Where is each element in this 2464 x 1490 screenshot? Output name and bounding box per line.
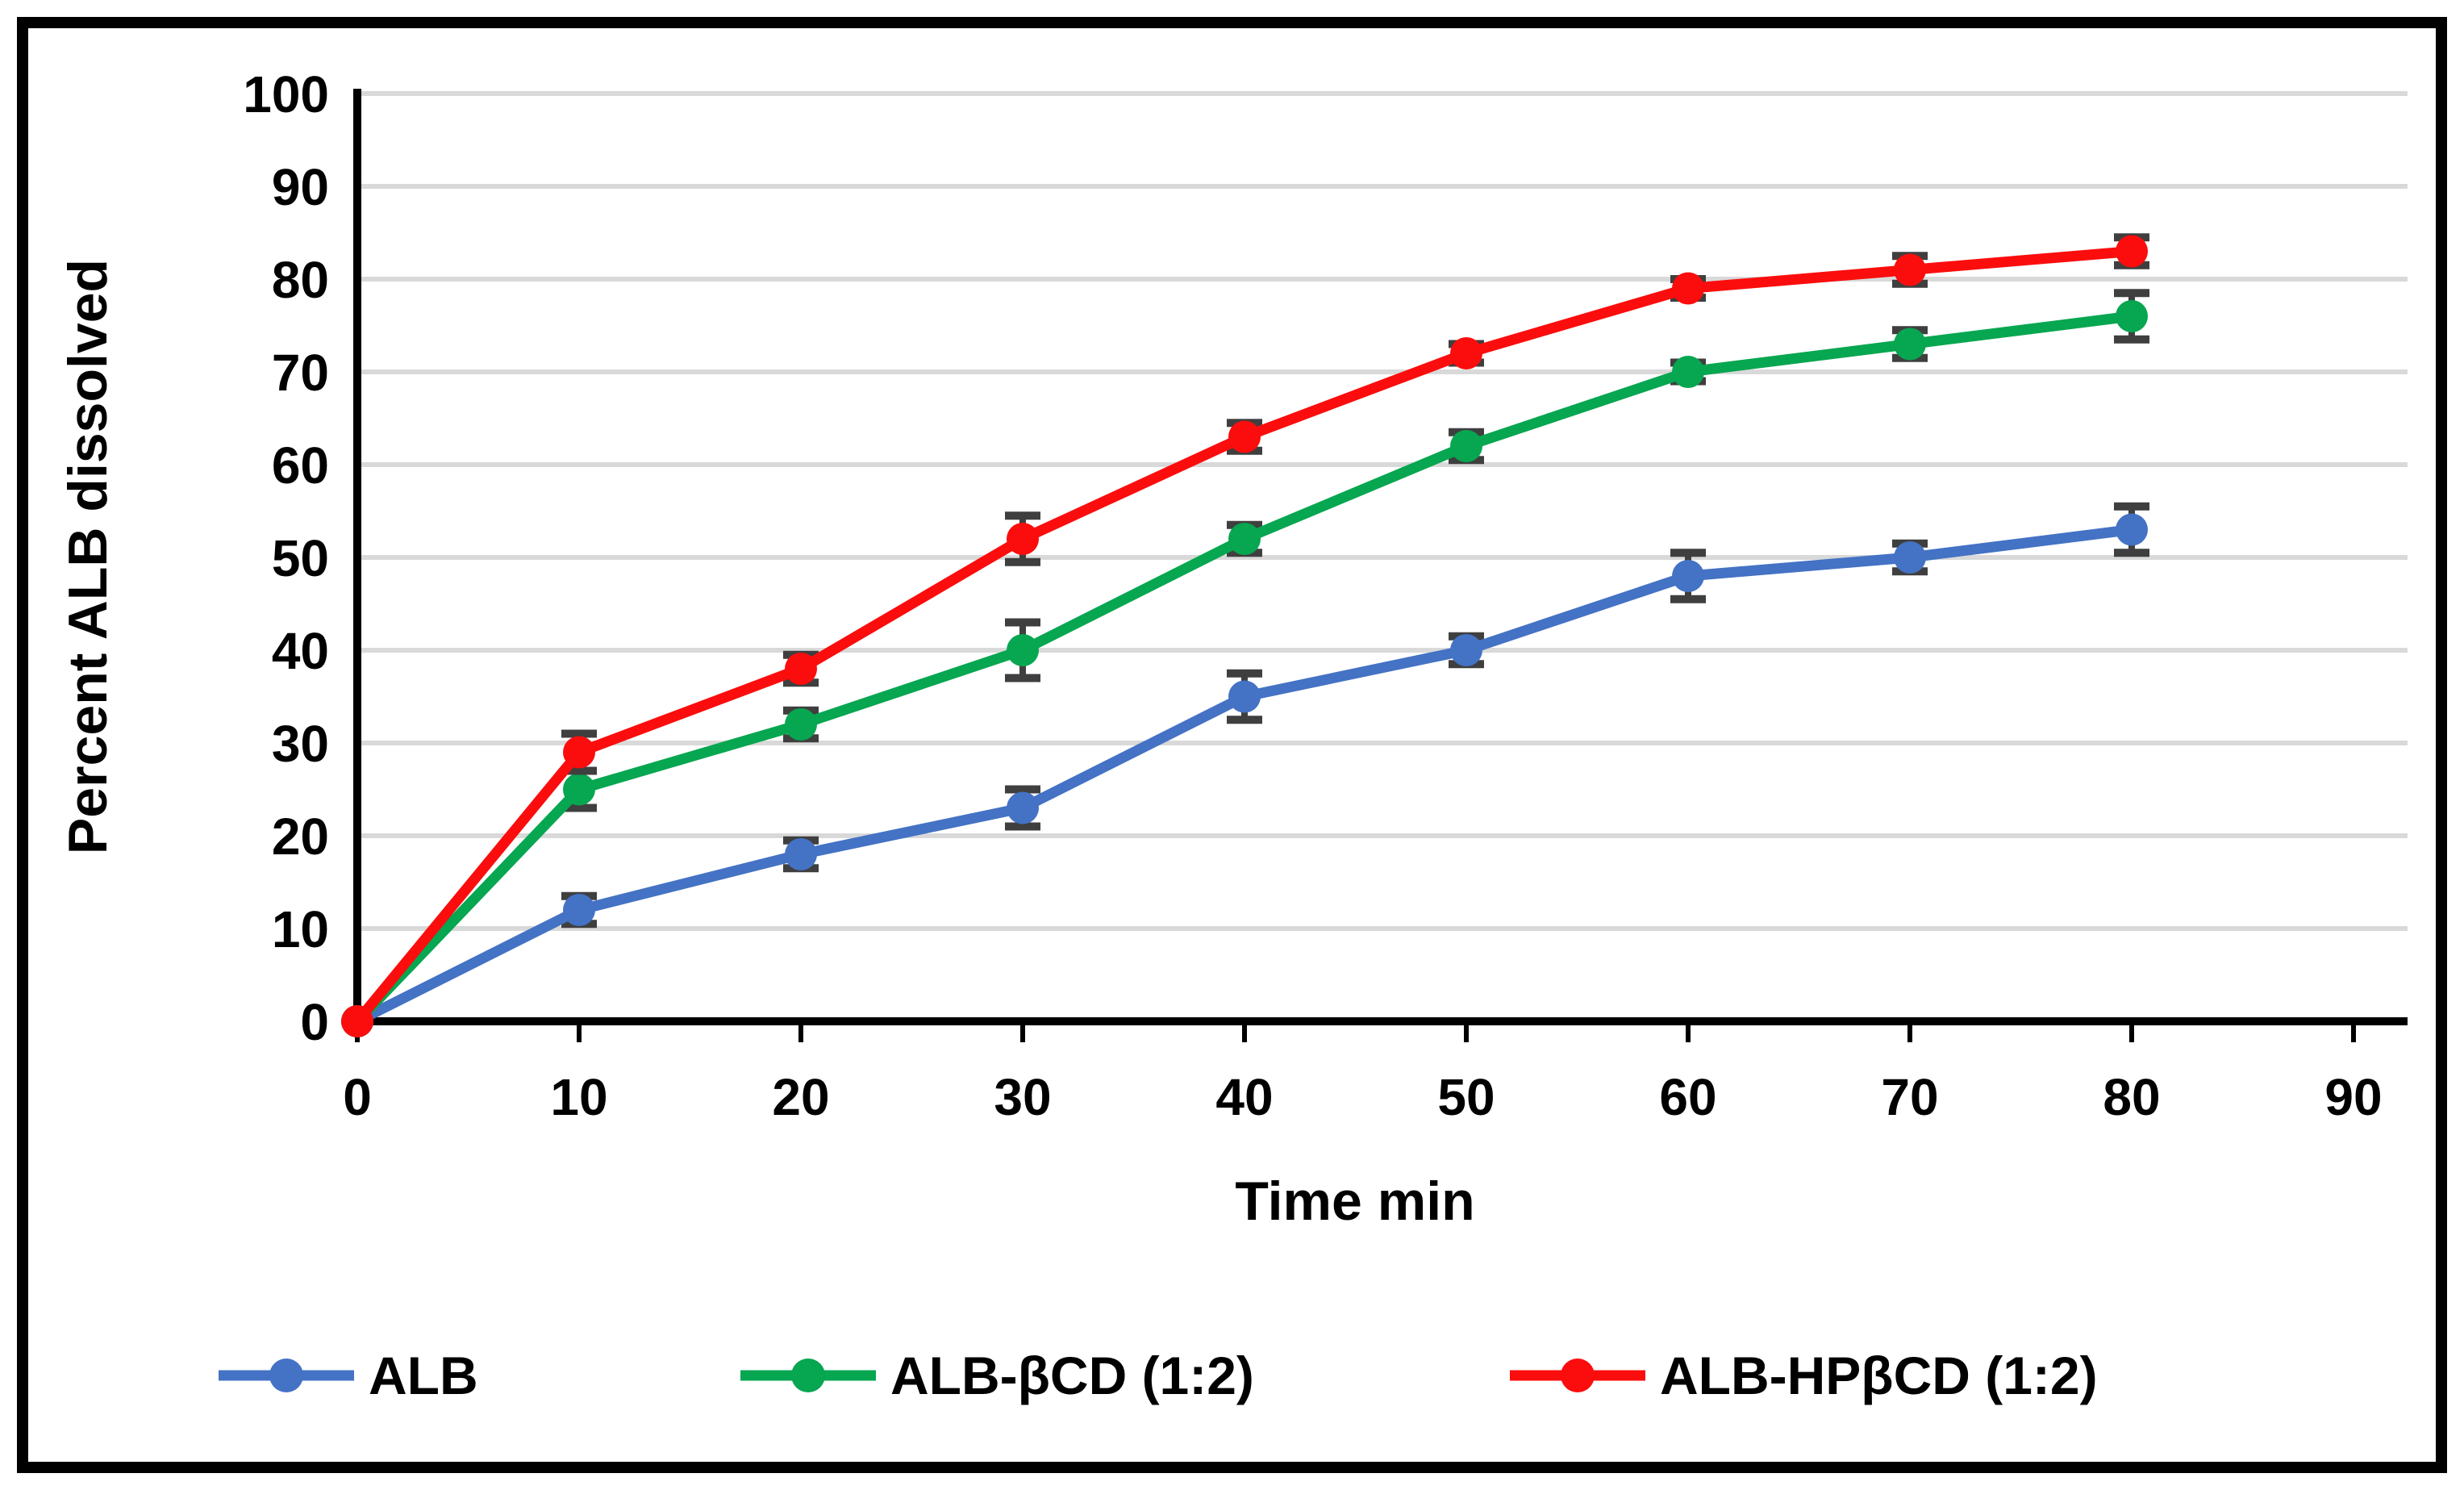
data-point-marker <box>1228 420 1261 453</box>
data-point-marker <box>1672 272 1704 305</box>
data-point-marker <box>785 838 817 870</box>
chart-legend: ALB ALB-βCD (1:2) ALB-HPβCD (1:2) <box>219 1346 2098 1405</box>
legend-item-ALB-HPβCD (1:2): ALB-HPβCD (1:2) <box>1510 1346 2098 1405</box>
data-point-marker <box>1450 634 1482 666</box>
data-point-marker <box>1007 523 1039 555</box>
x-tick-label-0: 0 <box>343 1068 372 1126</box>
x-axis-title: Time min <box>1235 1171 1474 1232</box>
legend-label: ALB <box>369 1346 478 1405</box>
legend-item-ALB-βCD (1:2): ALB-βCD (1:2) <box>740 1346 1254 1405</box>
series-ALB <box>341 502 2149 1037</box>
data-point-marker <box>785 708 817 741</box>
data-point-marker <box>1672 560 1704 592</box>
data-point-marker <box>1007 791 1039 824</box>
legend-label: ALB-βCD (1:2) <box>890 1346 1254 1405</box>
series-line-ALB-HPβCD (1:2) <box>352 246 2137 1027</box>
data-point-marker <box>1450 430 1482 462</box>
x-tick-label-80: 80 <box>2103 1068 2160 1126</box>
data-point-marker <box>2116 513 2148 546</box>
tick-labels-layer: 0 10 20 30 40 50 60 70 80 90 100 0 10 20 30 40 50 60 70 80 9… <box>243 65 2382 1126</box>
y-tick-label-20: 20 <box>272 808 329 866</box>
x-tick-label-90: 90 <box>2324 1068 2382 1126</box>
x-tick-label-40: 40 <box>1215 1068 1273 1126</box>
y-tick-label-0: 0 <box>300 993 329 1051</box>
y-tick-label-80: 80 <box>272 251 329 309</box>
y-tick-label-100: 100 <box>243 65 329 123</box>
data-point-marker <box>2116 300 2148 332</box>
series-ALB-βCD (1:2) <box>341 289 2149 1037</box>
x-tick-label-20: 20 <box>772 1068 829 1126</box>
axes-layer <box>350 89 2408 1042</box>
x-tick-label-10: 10 <box>550 1068 607 1126</box>
data-point-marker <box>1007 634 1039 666</box>
y-tick-label-10: 10 <box>272 900 329 958</box>
data-point-marker <box>563 773 595 806</box>
y-tick-label-30: 30 <box>272 715 329 773</box>
legend-marker-icon <box>791 1359 825 1392</box>
legend-label: ALB-HPβCD (1:2) <box>1660 1346 2098 1405</box>
legend-marker-icon <box>269 1359 303 1392</box>
data-point-marker <box>1672 356 1704 388</box>
data-point-marker <box>1228 680 1261 713</box>
legend-item-ALB: ALB <box>219 1346 478 1405</box>
y-axis-title: Percent ALB dissolved <box>57 259 119 854</box>
x-tick-label-70: 70 <box>1881 1068 1938 1126</box>
x-tick-label-30: 30 <box>994 1068 1051 1126</box>
data-point-marker <box>2116 235 2148 268</box>
data-point-marker <box>563 894 595 926</box>
series-layer <box>341 233 2149 1037</box>
y-tick-label-40: 40 <box>272 622 329 680</box>
y-tick-label-60: 60 <box>272 436 329 495</box>
data-point-marker <box>1450 337 1482 369</box>
legend-marker-icon <box>1561 1359 1595 1392</box>
data-point-marker <box>341 1005 373 1037</box>
x-tick-label-60: 60 <box>1659 1068 1716 1126</box>
data-point-marker <box>785 653 817 685</box>
series-ALB-HPβCD (1:2) <box>341 233 2149 1037</box>
y-tick-label-70: 70 <box>272 344 329 402</box>
figure-border <box>17 17 2447 1473</box>
y-tick-label-50: 50 <box>272 529 329 587</box>
data-point-marker <box>1894 253 1926 286</box>
y-tick-label-90: 90 <box>272 158 329 216</box>
gridlines-layer <box>357 91 2408 931</box>
data-point-marker <box>1228 523 1261 555</box>
data-point-marker <box>1894 328 1926 361</box>
data-point-marker <box>1894 541 1926 574</box>
data-point-marker <box>563 736 595 769</box>
x-tick-label-50: 50 <box>1437 1068 1495 1126</box>
